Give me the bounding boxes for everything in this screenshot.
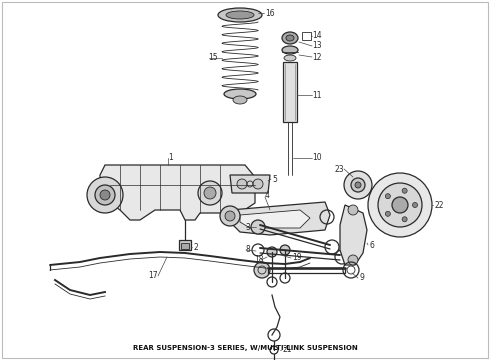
Circle shape <box>378 183 422 227</box>
Circle shape <box>220 206 240 226</box>
Text: 4: 4 <box>265 192 270 201</box>
Circle shape <box>351 178 365 192</box>
Circle shape <box>280 245 290 255</box>
Circle shape <box>267 247 277 257</box>
Text: 11: 11 <box>312 90 321 99</box>
Circle shape <box>237 179 247 189</box>
Circle shape <box>225 211 235 221</box>
Bar <box>181 243 189 249</box>
Circle shape <box>95 185 115 205</box>
Circle shape <box>402 188 407 193</box>
Bar <box>179 240 191 250</box>
Circle shape <box>368 173 432 237</box>
Circle shape <box>385 211 391 216</box>
Text: 13: 13 <box>312 41 321 50</box>
Text: 21: 21 <box>282 346 292 355</box>
Text: 18: 18 <box>254 256 264 265</box>
Polygon shape <box>240 210 310 228</box>
Bar <box>283 62 297 122</box>
Polygon shape <box>230 202 330 235</box>
Circle shape <box>251 220 265 234</box>
Text: 9: 9 <box>359 274 364 283</box>
Circle shape <box>392 197 408 213</box>
Ellipse shape <box>233 96 247 104</box>
Circle shape <box>100 190 110 200</box>
Text: 14: 14 <box>312 31 321 40</box>
Ellipse shape <box>224 89 256 99</box>
Circle shape <box>348 205 358 215</box>
Text: 2: 2 <box>193 243 198 252</box>
Circle shape <box>87 177 123 213</box>
Text: 1: 1 <box>168 153 173 162</box>
Polygon shape <box>100 165 255 220</box>
Text: 22: 22 <box>434 201 443 210</box>
Text: 3: 3 <box>245 222 250 231</box>
Circle shape <box>204 187 216 199</box>
Circle shape <box>413 202 417 207</box>
Ellipse shape <box>282 46 298 54</box>
Text: 19: 19 <box>292 253 302 262</box>
Text: 17: 17 <box>148 271 158 280</box>
Text: 23: 23 <box>334 165 343 174</box>
Circle shape <box>344 171 372 199</box>
Ellipse shape <box>226 11 254 19</box>
Ellipse shape <box>286 35 294 41</box>
Circle shape <box>355 182 361 188</box>
Circle shape <box>348 255 358 265</box>
Text: 12: 12 <box>312 53 321 62</box>
Circle shape <box>254 262 270 278</box>
Text: 16: 16 <box>265 9 274 18</box>
Circle shape <box>253 179 263 189</box>
Bar <box>302 32 311 40</box>
Text: 8: 8 <box>245 246 250 255</box>
Text: 15: 15 <box>208 54 218 63</box>
Text: REAR SUSPENSION-3 SERIES, W/MULTI-LINK SUSPENSION: REAR SUSPENSION-3 SERIES, W/MULTI-LINK S… <box>133 345 357 351</box>
Circle shape <box>385 194 391 199</box>
Text: 5: 5 <box>272 175 277 184</box>
Circle shape <box>198 181 222 205</box>
Text: 6: 6 <box>369 240 374 249</box>
Ellipse shape <box>284 55 296 61</box>
Ellipse shape <box>218 8 262 22</box>
Ellipse shape <box>282 32 298 44</box>
Circle shape <box>402 217 407 222</box>
Text: 10: 10 <box>312 153 321 162</box>
Polygon shape <box>340 205 367 265</box>
Polygon shape <box>230 175 270 193</box>
